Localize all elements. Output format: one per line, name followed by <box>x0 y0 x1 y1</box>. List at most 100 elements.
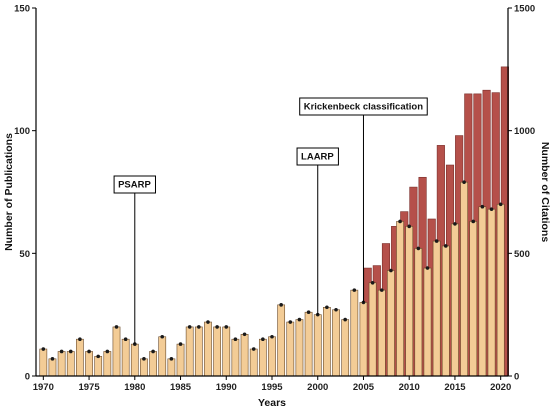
right-tick-label: 1500 <box>514 4 535 15</box>
publication-bar-2017 <box>469 221 478 377</box>
publication-marker-2007 <box>379 288 384 292</box>
publication-marker-1994 <box>261 337 265 342</box>
publication-bar-1993 <box>249 348 258 377</box>
left-axis-title: Number of Publications <box>3 133 15 251</box>
publication-bar-2011 <box>414 248 423 377</box>
publication-bar-1988 <box>204 321 212 377</box>
publication-marker-2019 <box>489 207 494 211</box>
publication-marker-2017 <box>471 219 476 224</box>
publication-marker-1975 <box>87 349 91 354</box>
publication-bar-1995 <box>268 336 276 377</box>
publication-bar-2016 <box>460 181 468 377</box>
publication-bar-1991 <box>231 338 240 377</box>
publication-bars <box>39 181 505 377</box>
publication-marker-1981 <box>142 357 146 361</box>
publication-marker-1971 <box>50 357 55 361</box>
annotation-label: LAARP <box>301 152 334 163</box>
left-tick-label: 100 <box>14 126 30 137</box>
publication-bar-2012 <box>423 267 432 377</box>
publication-marker-2016 <box>462 180 466 184</box>
publication-bar-1982 <box>149 351 157 377</box>
left-tick-label: 50 <box>19 249 30 260</box>
x-tick-label: 1970 <box>33 382 54 393</box>
publication-bar-1981 <box>140 358 148 377</box>
publication-marker-2001 <box>325 305 329 310</box>
publication-marker-2008 <box>389 268 393 273</box>
publication-bar-1972 <box>57 351 66 377</box>
annotation-label: PSARP <box>118 180 151 191</box>
publication-bar-2005 <box>359 302 368 377</box>
x-tick-label: 1980 <box>124 382 145 393</box>
publication-marker-1992 <box>242 332 247 337</box>
publication-bar-2007 <box>377 289 386 377</box>
publication-marker-1985 <box>178 342 183 346</box>
annotation-krickenbeck-classification: Krickenbeck classification <box>299 97 428 303</box>
left-tick-label: 150 <box>14 4 30 15</box>
publication-marker-2018 <box>480 204 485 209</box>
x-tick-label: 2005 <box>353 382 375 393</box>
x-tick-label: 2000 <box>307 382 328 393</box>
publication-marker-1996 <box>279 303 283 307</box>
publication-marker-1983 <box>160 334 165 339</box>
publication-marker-1977 <box>105 349 110 354</box>
publication-bar-1986 <box>185 326 194 377</box>
publication-bar-1979 <box>121 338 130 377</box>
left-axis-ticks: 0 50 100 150 <box>14 4 36 383</box>
publication-bar-1970 <box>39 348 48 377</box>
publication-marker-2012 <box>425 266 430 270</box>
publication-bar-2018 <box>478 206 487 377</box>
publication-bar-1980 <box>130 343 139 377</box>
annotation-psarp: PSARP <box>113 175 156 345</box>
publication-marker-1989 <box>215 325 219 329</box>
publication-bar-1984 <box>167 358 176 377</box>
annotations: PSARP LAARP Krickenbeck classification <box>113 97 428 345</box>
right-tick-label: 1000 <box>514 126 535 137</box>
publication-bar-1975 <box>85 351 93 377</box>
publication-bar-2003 <box>341 319 350 377</box>
publication-marker-1993 <box>251 347 256 351</box>
publication-marker-1999 <box>306 310 311 315</box>
publication-marker-2000 <box>315 312 320 317</box>
publication-bar-1989 <box>213 326 221 377</box>
publication-bar-1990 <box>222 326 231 377</box>
publication-marker-2011 <box>416 246 421 251</box>
publication-bar-1977 <box>103 351 112 377</box>
publication-marker-1973 <box>68 349 73 354</box>
publication-markers <box>41 180 503 361</box>
publication-marker-1997 <box>288 320 293 324</box>
publication-bar-1996 <box>277 304 286 377</box>
publication-bar-2010 <box>405 226 414 377</box>
publication-marker-1988 <box>206 320 210 324</box>
publication-bar-1999 <box>304 311 313 377</box>
right-tick-label: 0 <box>514 372 519 383</box>
publication-marker-1998 <box>297 317 302 322</box>
x-axis-ticks: 1970 1975 1980 1985 1990 1995 2000 2005 2010 2015… <box>33 376 511 393</box>
x-tick-label: 1995 <box>261 382 283 393</box>
publication-bar-2002 <box>332 309 340 377</box>
publication-bar-1987 <box>194 326 203 377</box>
publication-marker-1979 <box>123 337 128 342</box>
publication-bar-1997 <box>286 321 295 377</box>
publication-marker-2006 <box>370 280 375 285</box>
publication-marker-2009 <box>398 219 402 224</box>
publication-bar-1971 <box>48 358 57 377</box>
publication-bar-2020 <box>496 203 505 377</box>
right-axis-ticks: 0 500 1000 1500 <box>508 4 535 383</box>
publication-marker-1986 <box>187 325 192 329</box>
publication-marker-1990 <box>224 325 229 329</box>
publication-bar-2009 <box>396 221 404 377</box>
publication-marker-1987 <box>197 325 201 329</box>
right-axis-title: Number of Citations <box>539 142 550 242</box>
publication-bar-2015 <box>451 223 459 377</box>
publication-marker-1982 <box>151 349 155 354</box>
publication-marker-2004 <box>352 288 357 292</box>
publication-marker-1984 <box>169 357 174 361</box>
publication-marker-1976 <box>96 354 101 359</box>
x-axis-title: Years <box>258 397 286 409</box>
publication-marker-2003 <box>343 317 347 322</box>
publication-marker-2014 <box>443 244 448 248</box>
publication-bar-2001 <box>323 307 331 377</box>
left-tick-label: 0 <box>25 372 30 383</box>
publication-bar-2019 <box>487 208 496 377</box>
